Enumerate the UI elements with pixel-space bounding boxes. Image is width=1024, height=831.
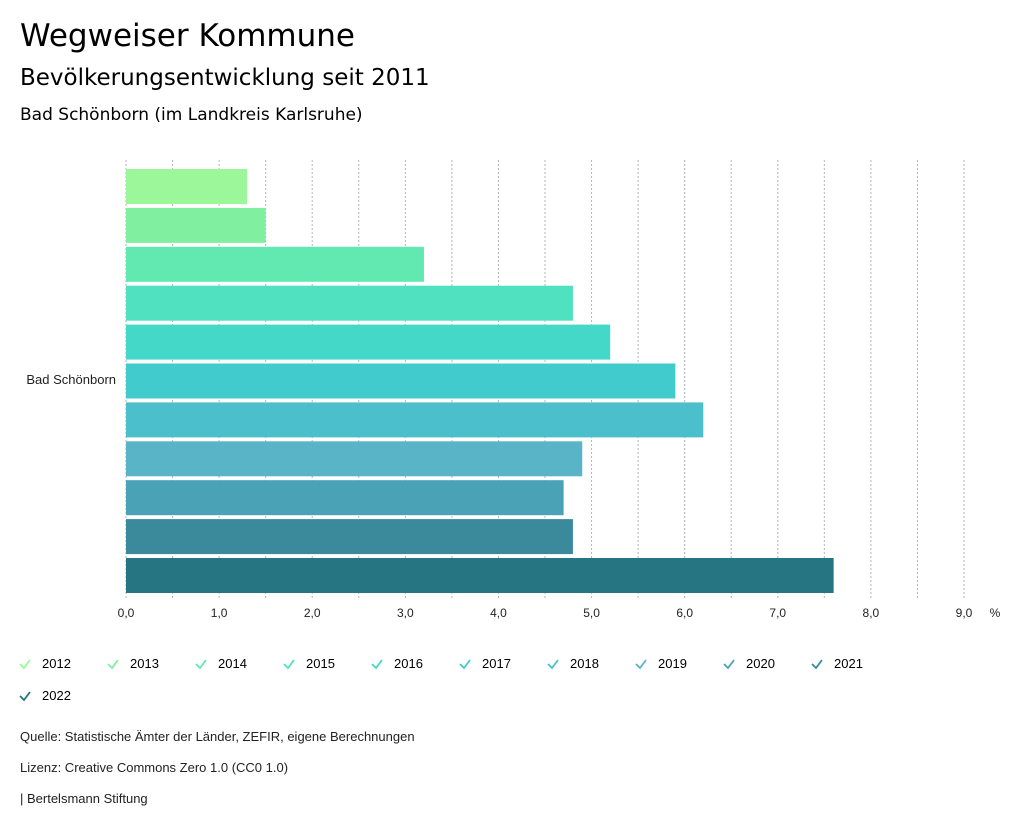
check-icon	[811, 658, 823, 669]
bar-2013[interactable]	[126, 207, 266, 243]
legend-label: 2014	[218, 656, 247, 671]
bar-2021[interactable]	[126, 519, 573, 555]
legend-item-2018[interactable]: 2018	[546, 656, 599, 671]
legend-label: 2021	[834, 656, 863, 671]
bar-2016[interactable]	[126, 324, 611, 360]
legend-label: 2016	[394, 656, 423, 671]
check-icon	[459, 658, 471, 669]
bar-2022[interactable]	[126, 558, 834, 593]
check-icon	[635, 658, 647, 669]
legend-item-2020[interactable]: 2020	[722, 656, 775, 671]
x-tick-label: 1,0	[211, 606, 228, 620]
check-icon	[283, 658, 295, 669]
x-tick-label: 7,0	[769, 606, 786, 620]
bar-2012[interactable]	[126, 169, 248, 204]
legend-label: 2015	[306, 656, 335, 671]
check-icon	[107, 658, 119, 669]
legend-item-2013[interactable]: 2013	[106, 656, 159, 671]
check-icon	[19, 658, 31, 669]
check-icon	[19, 690, 31, 701]
legend-item-2012[interactable]: 2012	[18, 656, 71, 671]
bar-2015[interactable]	[126, 285, 573, 321]
legend-label: 2013	[130, 656, 159, 671]
x-tick-label: 0,0	[118, 606, 135, 620]
bar-2019[interactable]	[126, 441, 583, 477]
x-unit-label: %	[990, 606, 1001, 620]
region-title: Bad Schönborn (im Landkreis Karlsruhe)	[20, 105, 363, 125]
x-tick-label: 8,0	[863, 606, 880, 620]
x-tick-label: 9,0	[956, 606, 973, 620]
legend-item-2016[interactable]: 2016	[370, 656, 423, 671]
category-label: Bad Schönborn	[26, 372, 116, 387]
x-tick-label: 2,0	[304, 606, 321, 620]
check-icon	[547, 658, 559, 669]
x-tick-label: 5,0	[583, 606, 600, 620]
x-tick-label: 4,0	[490, 606, 507, 620]
x-tick-label: 6,0	[676, 606, 693, 620]
legend-item-2014[interactable]: 2014	[194, 656, 247, 671]
legend-label: 2012	[42, 656, 71, 671]
bar-2014[interactable]	[126, 246, 424, 282]
bar-chart: 0,0 1,0 2,0 3,0 4,0 5,0 6,0 7,0 8,0 9,0 % Bad Schön…	[26, 160, 1001, 620]
legend-item-2021[interactable]: 2021	[810, 656, 863, 671]
legend-item-2015[interactable]: 2015	[282, 656, 335, 671]
page-title: Wegweiser Kommune	[20, 18, 355, 54]
legend-label: 2019	[658, 656, 687, 671]
publisher-note: | Bertelsmann Stiftung	[20, 791, 148, 806]
x-tick-label: 3,0	[397, 606, 414, 620]
bar-2020[interactable]	[126, 480, 564, 516]
legend-label: 2018	[570, 656, 599, 671]
legend-label: 2020	[746, 656, 775, 671]
legend-item-2017[interactable]: 2017	[458, 656, 511, 671]
check-icon	[723, 658, 735, 669]
source-note: Quelle: Statistische Ämter der Länder, Z…	[20, 729, 415, 744]
legend-item-2019[interactable]: 2019	[634, 656, 687, 671]
check-icon	[195, 658, 207, 669]
legend-label: 2022	[42, 688, 71, 703]
legend-label: 2017	[482, 656, 511, 671]
chart-subtitle: Bevölkerungsentwicklung seit 2011	[20, 65, 430, 91]
license-note: Lizenz: Creative Commons Zero 1.0 (CC0 1…	[20, 760, 289, 775]
bar-2018[interactable]	[126, 402, 704, 438]
bar-2017[interactable]	[126, 363, 676, 399]
check-icon	[371, 658, 383, 669]
legend-item-2022[interactable]: 2022	[18, 688, 71, 703]
